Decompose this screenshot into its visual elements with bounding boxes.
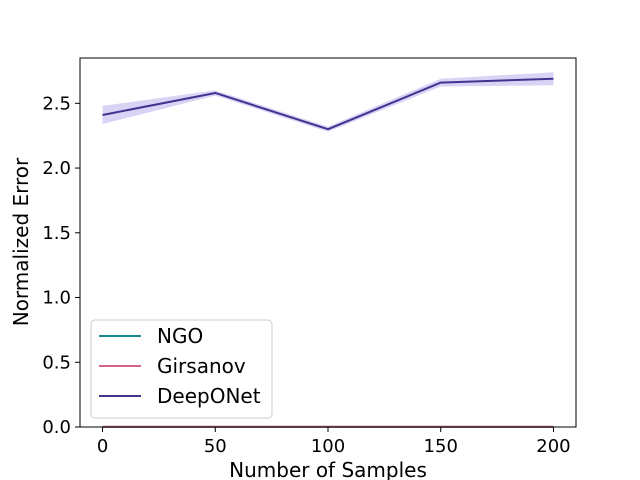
legend-label-ngo: NGO — [157, 324, 203, 348]
x-tick-label: 150 — [424, 436, 458, 457]
x-axis-ticks: 0 50 100 150 200 — [97, 427, 571, 457]
x-axis-title: Number of Samples — [229, 458, 427, 480]
deeponet-band — [102, 72, 554, 132]
x-tick-label: 50 — [204, 436, 227, 457]
y-tick-label: 2.5 — [42, 93, 71, 114]
x-tick-label: 100 — [311, 436, 345, 457]
x-tick-label: 0 — [97, 436, 108, 457]
legend: NGO Girsanov DeepONet — [90, 319, 273, 419]
y-axis-title: Normalized Error — [9, 157, 33, 326]
legend-label-deeponet: DeepONet — [157, 384, 261, 408]
y-tick-label: 0.5 — [42, 352, 71, 373]
x-tick-label: 200 — [536, 436, 570, 457]
legend-label-girsanov: Girsanov — [157, 354, 246, 378]
legend-box — [90, 319, 273, 419]
y-tick-label: 2.0 — [42, 158, 71, 179]
y-tick-label: 1.0 — [42, 288, 71, 309]
y-tick-label: 0.0 — [42, 417, 71, 438]
y-axis-ticks: 0.0 0.5 1.0 1.5 2.0 2.5 — [42, 93, 80, 438]
y-tick-label: 1.5 — [42, 223, 71, 244]
